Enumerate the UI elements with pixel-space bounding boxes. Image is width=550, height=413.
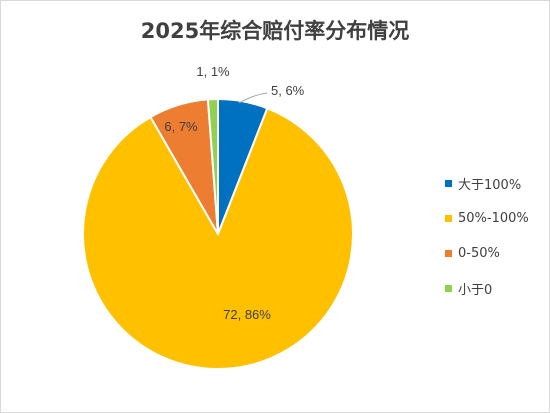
legend-swatch-0-50 (445, 249, 452, 257)
legend-item-below-0: 小于0 (445, 278, 529, 298)
legend-label-over-100: 大于100% (458, 177, 522, 193)
pie-slice-below-0 (206, 97, 219, 235)
label-leader-line (238, 92, 268, 104)
data-label-below-0: 1, 1% (196, 64, 230, 79)
legend-label-below-0: 小于0 (458, 282, 493, 298)
legend-swatch-below-0 (445, 284, 452, 292)
legend-label-0-50: 0-50% (458, 245, 500, 261)
pie-slice-50-100 (82, 107, 354, 370)
legend: 大于100% 50%-100% 0-50% 小于0 (445, 173, 529, 313)
legend-label-50-100: 50%-100% (458, 210, 529, 226)
legend-item-0-50: 0-50% (445, 243, 529, 263)
data-label-over-100: 5, 6% (271, 83, 305, 98)
legend-item-over-100: 大于100% (445, 173, 529, 193)
data-label-0-50: 6, 7% (164, 119, 198, 134)
data-label-50-100: 72, 86% (223, 307, 271, 322)
legend-swatch-over-100 (445, 179, 452, 187)
chart-title: 2025年综合赔付率分布情况 (140, 19, 410, 43)
legend-swatch-50-100 (445, 214, 452, 222)
legend-item-50-100: 50%-100% (445, 208, 529, 228)
